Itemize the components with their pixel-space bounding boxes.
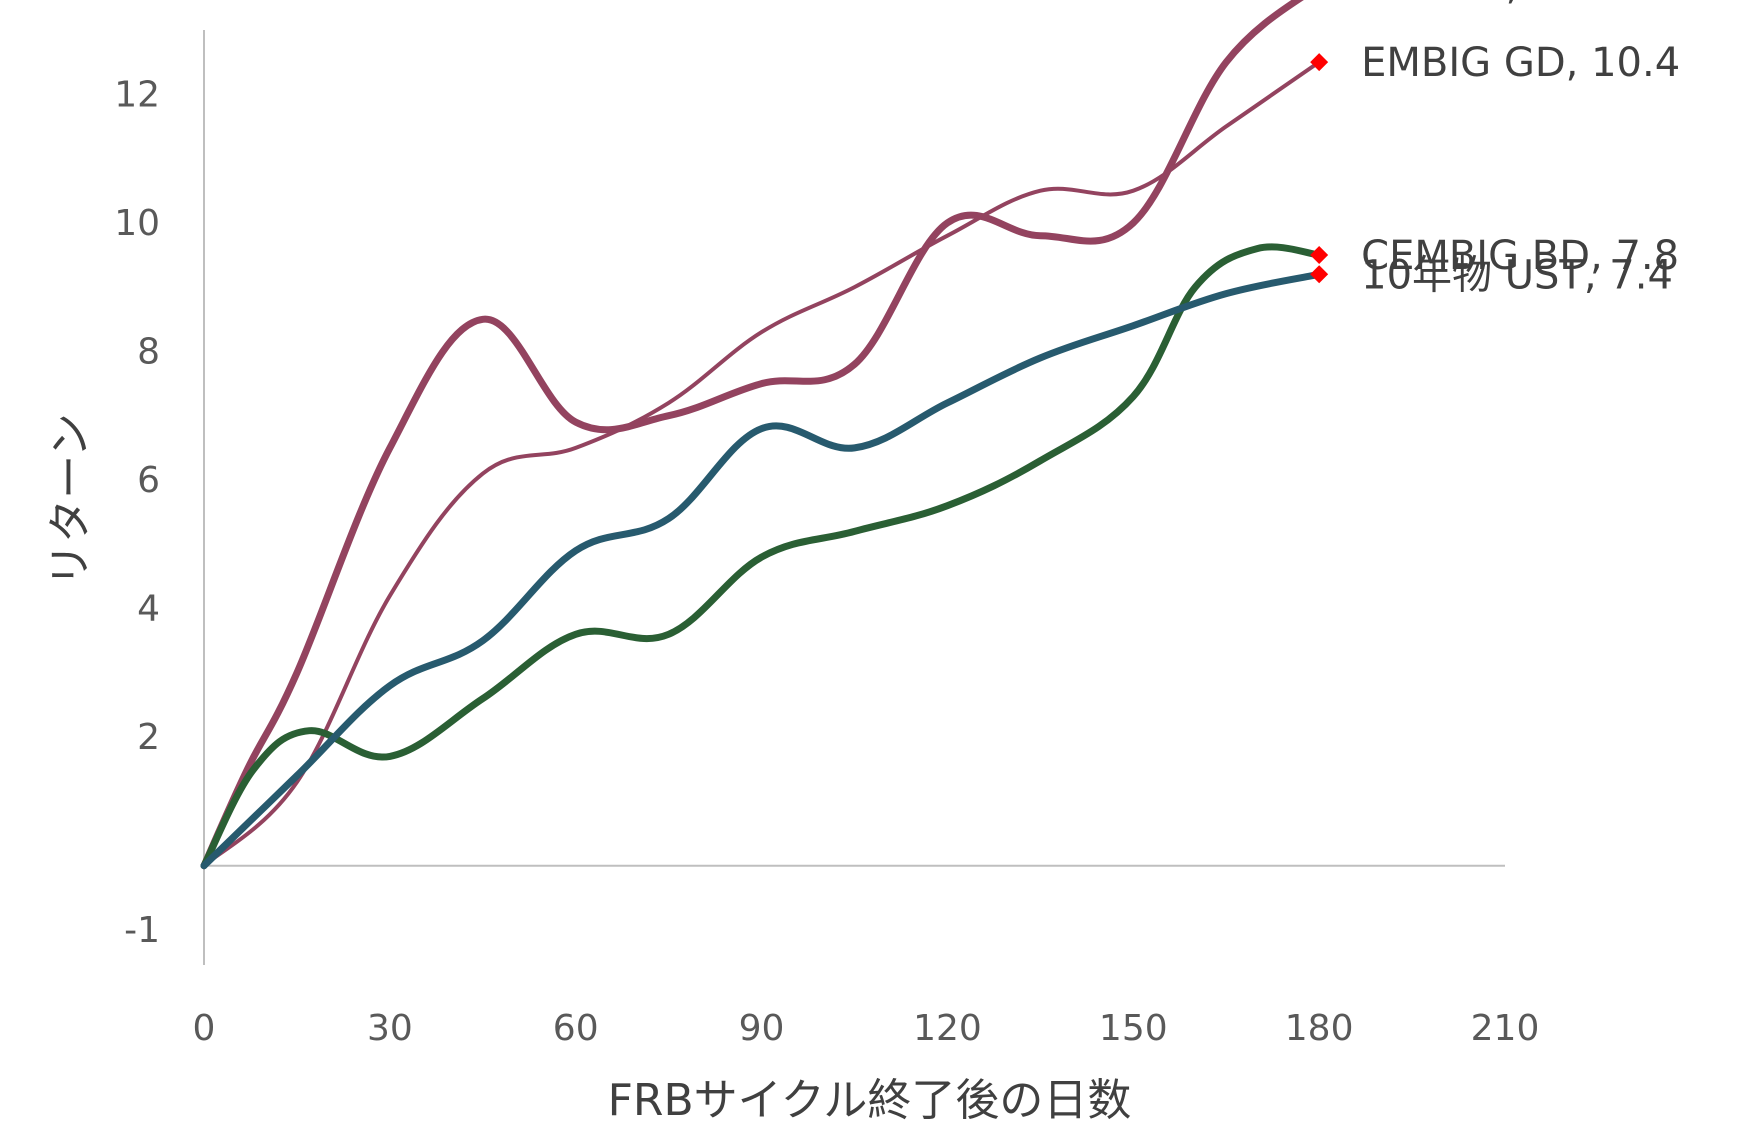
x-tick-label: 0: [193, 1008, 216, 1049]
x-tick-label: 120: [913, 1008, 982, 1049]
series-end-markers: [1310, 53, 1329, 284]
end-label-cembig-bd: CEMBIG BD, 7.8: [1361, 233, 1679, 279]
end-marker-embig-gd: [1310, 53, 1329, 72]
end-label-embig-gd: EMBIG GD, 10.4: [1361, 40, 1680, 86]
axes-layer: [203, 30, 1505, 965]
x-tick-labels: 0 30 60 90 120 150 180 210: [193, 1008, 1540, 1049]
end-marker-10-ust: [1310, 265, 1329, 284]
y-tick-label: 6: [137, 460, 160, 501]
y-tick-labels: -1 2 4 6 8 10 12: [114, 74, 160, 951]
series-end-labels: GBI-EM, 11.6 EMBIG GD, 10.4 CEMBIG BD, 7.8…: [1361, 0, 1680, 298]
y-tick-label: 10: [114, 203, 160, 244]
series-line-gbi-em: [200, 0, 1304, 870]
series-lines: [200, 0, 1323, 870]
end-marker-cembig-bd: [1310, 246, 1329, 264]
y-tick-label: 8: [137, 331, 160, 372]
series-line-cembig-bd: [200, 243, 1323, 870]
x-tick-label: 150: [1099, 1008, 1168, 1049]
y-tick-label: -1: [124, 910, 160, 951]
series-line-embig-gd: [202, 60, 1322, 868]
x-tick-label: 180: [1285, 1008, 1354, 1049]
x-tick-label: 30: [367, 1008, 413, 1049]
series-line-10-ust: [200, 270, 1323, 870]
y-tick-label: 2: [137, 717, 160, 758]
y-axis-title: リターン: [45, 413, 96, 587]
x-tick-label: 60: [553, 1008, 599, 1049]
end-label-10-ust: 10年物 UST, 7.4: [1361, 252, 1673, 298]
x-tick-label: 210: [1471, 1008, 1540, 1049]
end-label-gbi-em: GBI-EM, 11.6: [1361, 0, 1620, 9]
x-tick-label: 90: [739, 1008, 785, 1049]
x-axis-title: FRBサイクル終了後の日数: [608, 1075, 1132, 1126]
y-tick-label: 4: [137, 589, 160, 630]
y-tick-label: 12: [114, 74, 160, 115]
